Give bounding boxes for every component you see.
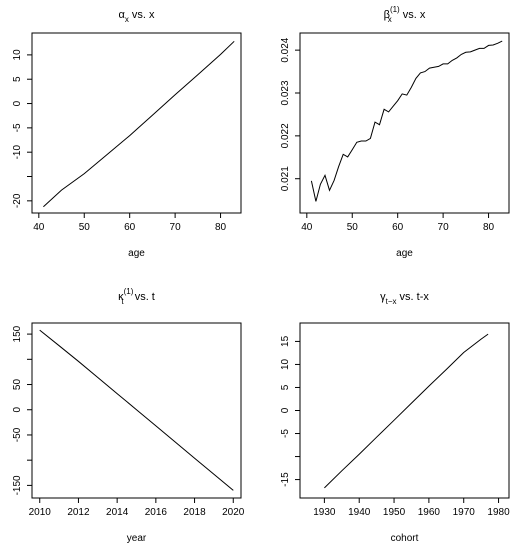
y-tick-label: 5 — [280, 384, 291, 390]
panel-2: β(1) x vs. x 40 50 60 70 80 0.021 0.022 0.023 0.02… — [280, 5, 510, 259]
plot-frame — [31, 32, 242, 214]
y-tick-label: 0.021 — [280, 166, 291, 191]
x-tick-label: 60 — [392, 222, 404, 233]
y-tick-label: -15 — [280, 472, 291, 487]
title-symbol: β — [384, 9, 390, 21]
title-superscript: (1) — [390, 5, 400, 14]
x-tick-label: 2010 — [29, 507, 52, 518]
title-rest: vs. t — [132, 291, 155, 303]
x-tick-label: 40 — [301, 222, 313, 233]
y-tick-label: -50 — [12, 427, 23, 442]
x-tick-label: 70 — [170, 222, 182, 233]
x-tick-label: 1980 — [487, 507, 510, 518]
y-tick-label: -20 — [12, 193, 23, 208]
chart-title: αx vs. x — [118, 9, 155, 24]
panel-1: αx vs. x 40 50 60 70 80 -20 -10 -5 0 5 10 age — [12, 9, 242, 259]
y-tick-label: -150 — [12, 475, 23, 495]
y-tick-label: 10 — [280, 358, 291, 370]
x-tick-label: 2014 — [106, 507, 129, 518]
panel-3: κ(1) t vs. t 2010 2012 2014 2016 2018 2020 -150 -… — [12, 287, 245, 544]
x-tick-label: 1950 — [383, 507, 406, 518]
y-tick-label: 0.022 — [280, 123, 291, 148]
plot-frame — [299, 32, 510, 214]
title-rest: vs. x — [400, 9, 426, 21]
x-axis-label: year — [127, 533, 147, 544]
y-tick-label: 150 — [12, 325, 23, 342]
x-tick-label: 1930 — [313, 507, 336, 518]
y-tick-label: 10 — [12, 49, 23, 61]
y-tick-label: 0.023 — [280, 80, 291, 105]
title-superscript: (1) — [124, 287, 134, 296]
x-tick-label: 2016 — [145, 507, 168, 518]
y-tick-label: -5 — [280, 429, 291, 438]
y-tick-label: -5 — [12, 123, 23, 132]
x-tick-label: 50 — [79, 222, 91, 233]
x-tick-label: 1970 — [453, 507, 476, 518]
y-tick-label: 5 — [12, 76, 23, 82]
title-subscript: x — [388, 15, 392, 24]
chart-title: β(1) x vs. x — [384, 5, 426, 24]
y-tick-label: 0 — [12, 100, 23, 106]
x-tick-label: 1940 — [348, 507, 371, 518]
y-tick-label: 15 — [280, 335, 291, 347]
x-axis-label: age — [396, 248, 413, 259]
x-tick-label: 2020 — [222, 507, 245, 518]
series-line — [324, 333, 489, 489]
title-symbol: α — [118, 9, 125, 21]
x-tick-label: 50 — [347, 222, 359, 233]
series-line — [310, 40, 503, 202]
y-tick-label: 0 — [12, 407, 23, 413]
x-tick-label: 40 — [33, 222, 45, 233]
x-axis-label: age — [128, 248, 145, 259]
x-tick-label: 80 — [215, 222, 227, 233]
title-rest: vs. t-x — [397, 291, 430, 303]
x-tick-label: 80 — [483, 222, 495, 233]
title-symbol: κ — [118, 291, 124, 303]
x-tick-label: 60 — [124, 222, 136, 233]
x-tick-label: 2018 — [183, 507, 206, 518]
series-line — [43, 40, 235, 208]
series-line — [39, 329, 234, 491]
y-tick-label: 50 — [12, 379, 23, 391]
title-symbol: γ — [380, 291, 386, 303]
chart-title: κ(1) t vs. t — [118, 287, 155, 306]
title-subscript: x — [125, 15, 129, 24]
title-rest: vs. x — [129, 9, 155, 21]
x-tick-label: 1960 — [418, 507, 441, 518]
x-axis-label: cohort — [391, 533, 419, 544]
y-tick-label: 0.024 — [280, 37, 291, 62]
title-subscript: t — [121, 297, 124, 306]
y-tick-label: 0 — [280, 407, 291, 413]
title-subscript: t−x — [386, 297, 397, 306]
plot-frame — [31, 322, 242, 499]
panel-4: γt−x vs. t-x 1930 1940 1950 1960 1970 1980 -15 -… — [280, 291, 510, 544]
x-tick-label: 70 — [438, 222, 450, 233]
x-tick-label: 2012 — [67, 507, 90, 518]
chart-title: γt−x vs. t-x — [380, 291, 429, 306]
y-tick-label: -10 — [12, 145, 23, 160]
